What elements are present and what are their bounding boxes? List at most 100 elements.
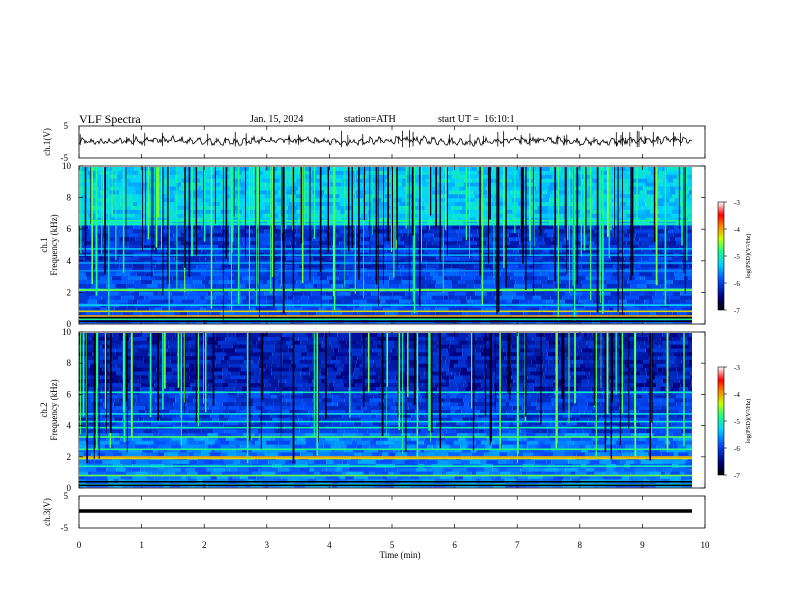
spec-cell <box>162 352 171 357</box>
spec-cell <box>265 264 274 269</box>
spec-cell <box>575 417 580 422</box>
spec-cell <box>149 276 155 281</box>
spec-cell <box>562 311 574 316</box>
spec-cell <box>183 213 189 219</box>
spec-cell <box>650 311 656 316</box>
spec-cell <box>475 291 487 297</box>
spec-cell <box>172 417 184 422</box>
spec-cell <box>441 333 447 338</box>
spec-cell <box>79 276 87 281</box>
spec-cell <box>640 371 647 376</box>
spec-cell <box>275 291 283 297</box>
spec-cell <box>191 241 200 246</box>
spec-cell <box>650 198 656 203</box>
spec-cell <box>591 352 600 357</box>
spec-cell <box>263 170 277 176</box>
spec-cell <box>179 398 194 403</box>
spec-cell <box>144 272 154 277</box>
spec-cell <box>272 280 278 285</box>
spec-cell <box>685 436 692 442</box>
spec-cell <box>682 284 692 289</box>
spec-cell <box>186 440 198 446</box>
spec-cell <box>579 333 584 338</box>
spec-cell <box>464 178 472 183</box>
spec-cell <box>662 333 670 338</box>
spec-cell <box>336 190 345 195</box>
spec-cell <box>318 241 332 246</box>
spec-cell <box>190 178 196 183</box>
spec-cell <box>302 379 307 384</box>
spec-cell <box>115 284 127 289</box>
spec-cell <box>223 356 230 361</box>
spec-cell <box>309 241 319 246</box>
spec-cell <box>143 356 156 361</box>
spec-cell <box>668 371 678 376</box>
spec-cell <box>278 383 285 388</box>
spec-cell <box>231 375 245 380</box>
spec-cell <box>483 245 496 250</box>
spec-cell <box>208 402 223 407</box>
spec-cell <box>502 417 516 422</box>
spec-cell <box>411 167 420 172</box>
spec-cell <box>242 276 253 281</box>
spec-cell <box>198 386 207 392</box>
spec-cell <box>119 237 130 242</box>
spec-cell <box>599 352 606 357</box>
spec-cell <box>79 190 87 195</box>
spec-cell <box>247 394 261 399</box>
spec-cell <box>260 311 268 316</box>
spec-cell <box>559 276 573 281</box>
spec-cell <box>106 284 116 289</box>
spec-cell <box>349 410 363 415</box>
spec-cell <box>102 213 112 219</box>
spec-cell <box>556 406 564 411</box>
spec-cell <box>160 280 170 285</box>
spec-cell <box>125 233 130 238</box>
spec-cell <box>557 371 566 376</box>
spec-cell <box>656 383 668 388</box>
spec-cell <box>136 272 145 277</box>
spec-cell <box>217 245 228 250</box>
spec-cell <box>467 433 475 438</box>
spec-cell <box>156 367 162 372</box>
spec-cell <box>407 233 418 238</box>
spec-cell <box>629 311 639 316</box>
spec-cell <box>679 245 685 250</box>
spec-cell <box>176 167 184 172</box>
spec-cell <box>379 291 392 297</box>
spec-cell <box>241 295 246 300</box>
spec-cell <box>508 233 519 238</box>
spec-cell <box>650 284 661 289</box>
spec-cell <box>634 413 648 419</box>
spec-cell <box>622 336 629 342</box>
spec-cell <box>582 359 590 365</box>
spec-cell <box>510 307 524 312</box>
spec-cell <box>613 429 624 434</box>
spec-cell <box>577 225 585 230</box>
spec-cell <box>331 295 336 300</box>
spec-cell <box>319 206 325 211</box>
spec-cell <box>518 248 531 254</box>
spec-cell <box>449 375 455 380</box>
spec-band <box>79 320 692 322</box>
spec-cell <box>383 182 392 187</box>
spec-cell <box>270 383 279 388</box>
spec-cell <box>448 307 459 312</box>
spec-cell <box>354 217 360 222</box>
spec-cell <box>584 410 592 415</box>
spec-cell <box>229 256 241 261</box>
spec-cell <box>215 186 223 191</box>
spec-cell <box>482 417 490 422</box>
spec-cell <box>281 276 295 281</box>
spec-cell <box>286 167 291 172</box>
spec-cell <box>313 352 327 357</box>
spec-cell <box>458 295 467 300</box>
spec-cell <box>360 248 369 254</box>
spec-cell <box>545 336 559 342</box>
spec-cell <box>672 433 683 438</box>
spec-cell <box>472 367 486 372</box>
spec-cell <box>583 429 592 434</box>
spec-cell <box>649 299 654 304</box>
spec-cell <box>307 379 313 384</box>
spec-cell <box>586 340 594 345</box>
